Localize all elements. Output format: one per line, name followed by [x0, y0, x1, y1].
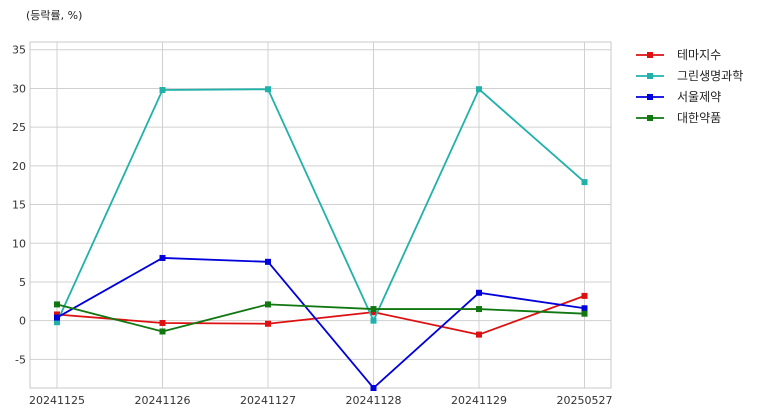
series-layer	[54, 86, 588, 391]
x-tick-label: 20241125	[29, 394, 85, 407]
data-point	[476, 331, 482, 338]
x-tick-label: 20250527	[557, 394, 613, 407]
legend-marker	[647, 94, 653, 100]
legend-item-1: 그린생명과학	[636, 69, 743, 83]
series-1	[54, 86, 588, 326]
data-point	[581, 292, 588, 299]
plot-frame	[29, 41, 612, 389]
y-tick-label: 5	[19, 276, 26, 289]
legend-item-2: 서울제약	[636, 89, 721, 104]
y-tick-label: 20	[12, 160, 26, 173]
y-tick-label: 30	[12, 82, 26, 95]
data-point	[54, 311, 60, 318]
legend-item-0: 테마지수	[636, 48, 721, 62]
legend-label: 서울제약	[677, 89, 721, 104]
data-point	[370, 385, 377, 391]
series-line	[56, 88, 586, 323]
series-2	[54, 254, 588, 391]
legend-marker	[647, 73, 653, 79]
y-tick-label: 10	[12, 237, 26, 250]
y-tick-label: 15	[12, 199, 26, 212]
x-tick-label: 20241126	[135, 394, 191, 407]
data-point	[265, 258, 271, 265]
data-point	[476, 289, 482, 296]
data-point	[159, 86, 166, 93]
y-axis-label: (등락률, %)	[26, 9, 82, 22]
series-line	[56, 303, 585, 333]
data-point	[54, 319, 60, 326]
data-point	[159, 328, 166, 335]
legend-marker	[647, 52, 653, 58]
data-point	[370, 306, 377, 313]
series-line	[56, 295, 585, 336]
data-point	[581, 305, 588, 312]
grid	[30, 42, 611, 388]
legend-label: 그린생명과학	[677, 69, 743, 83]
data-point	[476, 306, 482, 313]
data-point	[581, 179, 588, 186]
legend-item-3: 대한약품	[636, 110, 721, 125]
series-3	[54, 301, 588, 335]
axes: -5 0 5 10 15 20 25 30 35 20241125 20241126 20241127…	[12, 41, 613, 407]
data-point	[159, 319, 166, 326]
legend-label: 테마지수	[677, 48, 721, 62]
data-point	[476, 86, 482, 93]
data-point	[581, 310, 588, 317]
data-point	[265, 86, 271, 93]
x-tick-label: 20241127	[240, 394, 296, 407]
data-point	[370, 309, 377, 316]
data-point	[370, 317, 377, 324]
data-point	[54, 314, 60, 321]
series-line	[56, 257, 585, 389]
x-tick-label: 20241129	[451, 394, 507, 407]
legend-label: 대한약품	[677, 110, 721, 125]
data-point	[265, 320, 271, 327]
data-point	[265, 301, 271, 308]
y-tick-label: 35	[12, 44, 26, 57]
data-point	[159, 254, 166, 261]
y-tick-label: 25	[12, 121, 26, 134]
y-tick-label: 0	[19, 315, 26, 328]
series-0	[54, 292, 588, 338]
x-tick-label: 20241128	[346, 394, 402, 407]
data-point	[54, 301, 60, 308]
legend-marker	[647, 115, 653, 121]
y-tick-label: -5	[15, 353, 26, 366]
